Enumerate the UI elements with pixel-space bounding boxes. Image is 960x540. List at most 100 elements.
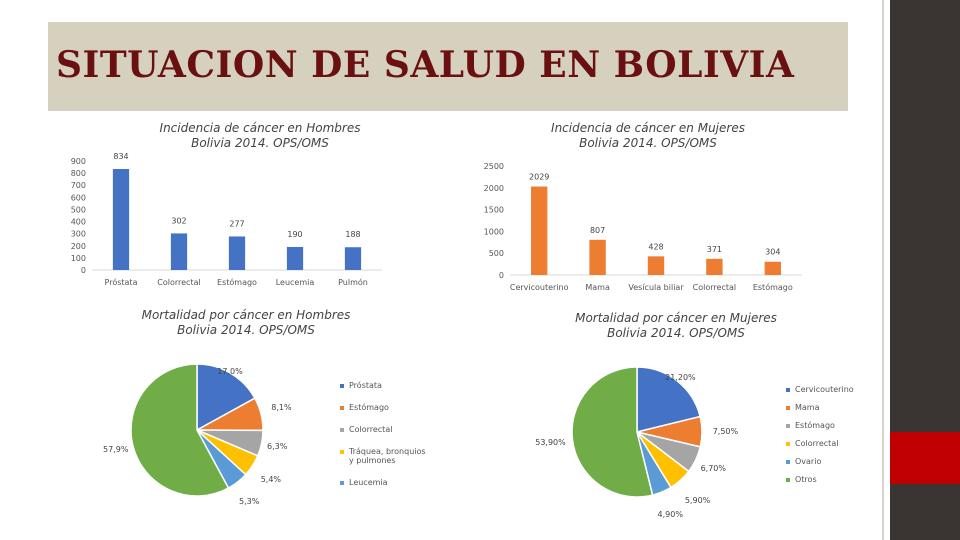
bar-data-label: 304 <box>765 248 780 257</box>
pie-data-label: 7,50% <box>712 426 739 436</box>
pie-slice <box>571 366 654 498</box>
bar-data-label: 428 <box>648 242 663 251</box>
legend-swatch <box>786 478 790 482</box>
men-incidence-title-line2: Bolivia 2014. OPS/OMS <box>191 136 329 150</box>
y-tick-label: 1500 <box>484 206 504 215</box>
pie-data-label: 17,0% <box>217 367 243 377</box>
y-tick-label: 900 <box>71 157 86 166</box>
y-tick-label: 0 <box>81 266 86 275</box>
category-label: Leucemia <box>276 278 315 287</box>
women-incidence-title-line1: Incidencia de cáncer en Mujeres <box>551 121 745 135</box>
legend-swatch <box>786 460 790 464</box>
women-mortality-title: Mortalidad por cáncer en Mujeres Bolivia… <box>566 311 786 341</box>
legend-label: Estómago <box>349 403 389 412</box>
category-label: Colorrectal <box>693 283 736 292</box>
y-tick-label: 1000 <box>484 227 504 236</box>
y-tick-label: 2000 <box>484 184 504 193</box>
bar <box>589 239 606 275</box>
men-mortality-title-line1: Mortalidad por cáncer en Hombres <box>141 308 351 322</box>
bar <box>531 186 548 275</box>
y-tick-label: 600 <box>71 193 86 202</box>
legend-item: Estómago <box>786 421 856 430</box>
legend-label: Estómago <box>795 421 835 430</box>
men-mortality-title: Mortalidad por cáncer en Hombres Bolivia… <box>136 308 356 338</box>
category-label: Cervicouterino <box>510 283 569 292</box>
bar-data-label: 371 <box>707 245 722 254</box>
legend-item: Estómago <box>340 403 430 412</box>
y-tick-label: 500 <box>71 205 86 214</box>
legend-item: Colorrectal <box>786 439 856 448</box>
category-label: Próstata <box>105 277 138 287</box>
category-label: Estómago <box>753 282 793 292</box>
legend-label: Ovario <box>795 457 822 466</box>
legend-item: Otros <box>786 475 856 484</box>
legend-swatch <box>340 384 344 388</box>
legend-item: Ovario <box>786 457 856 466</box>
category-label: Estómago <box>217 277 257 287</box>
bar <box>170 233 188 270</box>
category-label: Vesícula biliar <box>628 283 684 292</box>
category-label: Colorrectal <box>157 278 200 287</box>
y-tick-label: 2500 <box>484 162 504 171</box>
right-red-accent <box>890 432 960 484</box>
legend-label: Cervicouterino <box>795 385 854 394</box>
legend-label: Otros <box>795 475 817 484</box>
legend-swatch <box>786 442 790 446</box>
legend-swatch <box>786 424 790 428</box>
pie-data-label: 6,70% <box>700 463 726 473</box>
bar-data-label: 834 <box>113 152 128 161</box>
y-tick-label: 800 <box>71 169 86 178</box>
legend-label: Leucemia <box>349 478 388 487</box>
y-tick-label: 0 <box>499 271 504 280</box>
bar-data-label: 277 <box>229 219 244 228</box>
y-tick-label: 400 <box>71 218 86 227</box>
bar-data-label: 190 <box>287 230 302 239</box>
legend-item: Cervicouterino <box>786 385 856 394</box>
slide-title: SITUACION DE SALUD EN BOLIVIA <box>56 44 795 86</box>
legend-item: Leucemia <box>340 478 430 487</box>
category-label: Mama <box>585 283 610 292</box>
bar-data-label: 188 <box>345 230 360 239</box>
y-tick-label: 300 <box>71 230 86 239</box>
bar-data-label: 2029 <box>529 173 549 182</box>
women-mortality-title-line1: Mortalidad por cáncer en Mujeres <box>575 311 777 325</box>
legend-item: Colorrectal <box>340 425 430 434</box>
pie-data-label: 53,90% <box>535 437 566 447</box>
legend-item: Mama <box>786 403 856 412</box>
bar <box>286 246 304 270</box>
legend-swatch <box>786 406 790 410</box>
pie-data-label: 4,90% <box>657 509 683 519</box>
men-mortality-title-line2: Bolivia 2014. OPS/OMS <box>177 323 315 337</box>
bar-data-label: 807 <box>590 226 605 235</box>
women-incidence-title-line2: Bolivia 2014. OPS/OMS <box>579 136 717 150</box>
legend-label: Colorrectal <box>795 439 839 448</box>
legend-item: Próstata <box>340 381 430 390</box>
pie-slice <box>130 363 230 497</box>
pie-data-label: 21,20% <box>665 373 696 383</box>
women-mortality-legend: Cervicouterino Mama Estómago Colorrectal Ova… <box>786 385 856 493</box>
title-band <box>48 22 848 111</box>
bar <box>764 261 781 275</box>
bar <box>647 256 665 275</box>
legend-item: Tráquea, bronquios y pulmones <box>340 447 430 465</box>
men-incidence-title: Incidencia de cáncer en Hombres Bolivia … <box>150 121 370 151</box>
pie-slice <box>196 363 256 432</box>
y-tick-label: 500 <box>489 249 504 258</box>
legend-swatch <box>340 428 344 432</box>
bar-data-label: 302 <box>171 216 186 225</box>
legend-label: Tráquea, bronquios y pulmones <box>349 447 426 465</box>
legend-swatch <box>340 450 344 454</box>
bar <box>228 236 246 270</box>
legend-swatch <box>340 406 344 410</box>
y-tick-label: 200 <box>71 242 86 251</box>
y-tick-label: 700 <box>71 181 86 190</box>
pie-data-label: 5,3% <box>239 496 260 506</box>
legend-label: Colorrectal <box>349 425 393 434</box>
pie-data-label: 57,9% <box>103 445 129 455</box>
pie-data-label: 6,3% <box>267 442 288 452</box>
women-mortality-title-line2: Bolivia 2014. OPS/OMS <box>607 326 745 340</box>
